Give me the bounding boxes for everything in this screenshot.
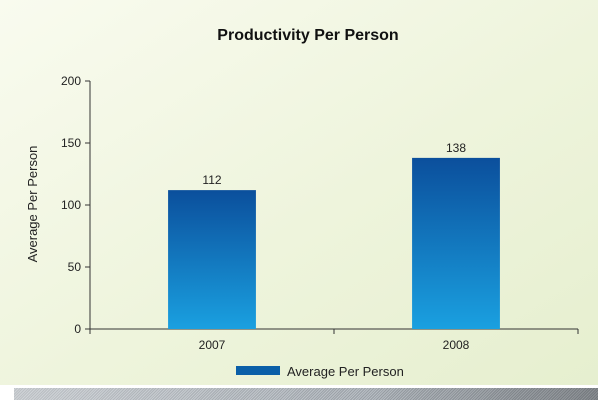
legend: Average Per Person [236, 364, 404, 379]
x-tick-label: 2007 [199, 338, 226, 352]
x-axis: 2007 2008 [89, 328, 579, 352]
bar-2008 [412, 157, 500, 329]
data-labels: 112 138 [202, 141, 466, 187]
legend-label: Average Per Person [287, 364, 404, 379]
y-tick-label: 0 [74, 322, 81, 336]
legend-swatch [236, 366, 280, 375]
x-tick-label: 2008 [443, 338, 470, 352]
y-axis-label: Average Per Person [25, 146, 40, 263]
bars [168, 157, 500, 329]
footer-bar [14, 388, 598, 400]
y-axis: 0 50 100 150 200 [61, 74, 91, 336]
chart-title: Productivity Per Person [217, 27, 398, 44]
y-tick-label: 100 [61, 198, 81, 212]
y-tick-label: 150 [61, 136, 81, 150]
data-label: 112 [202, 173, 221, 187]
data-label: 138 [446, 141, 466, 155]
bar-2007 [168, 190, 256, 329]
y-tick-label: 50 [68, 260, 82, 274]
y-tick-label: 200 [61, 74, 81, 88]
